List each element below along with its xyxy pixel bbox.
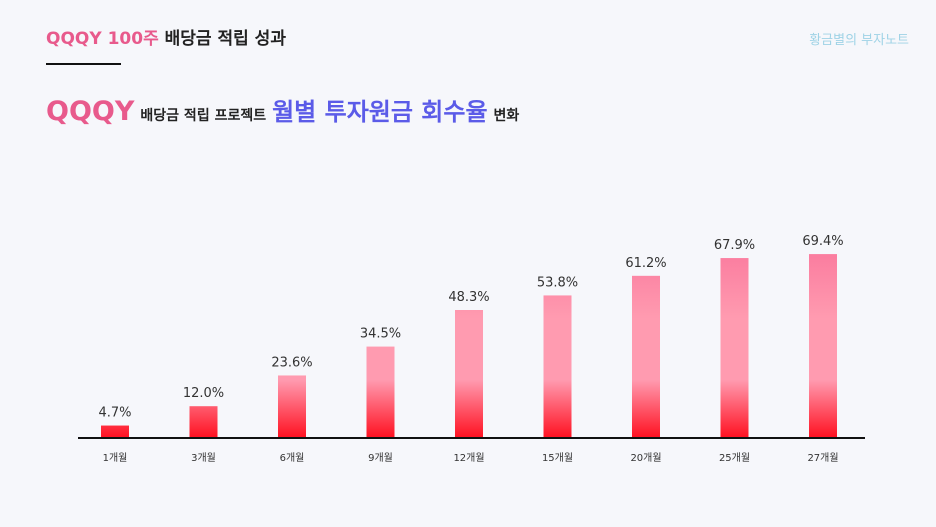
value-label-8: 67.9% [714,238,755,253]
brand-label: 황금별의 부자노트 [809,33,909,48]
category-label-4: 9개월 [368,452,393,464]
value-label-3: 23.6% [271,355,312,370]
subtitle-highlight: 월별 투자원금 회수율 [272,98,488,126]
subtitle-project: 배당금 적립 프로젝트 [140,108,267,124]
bars-group: 4.7% 1개월 12.0% 3개월 23.6% 6개월 34.5% 9개월 48.3% 12개월… [98,234,843,464]
bar-7 [632,275,660,438]
bar-2 [189,406,218,438]
category-label-6: 15개월 [542,452,573,464]
category-label-1: 1개월 [103,452,128,464]
subtitle-ticker: QQQY [46,96,135,127]
category-label-7: 20개월 [630,452,661,464]
value-label-5: 48.3% [448,290,489,305]
title-divider [46,63,121,65]
category-label-3: 6개월 [280,452,305,464]
value-label-2: 12.0% [183,386,224,401]
bar-4 [366,346,395,438]
header-title: QQQY 100주 배당금 적립 성과 [46,24,286,49]
bar-6 [543,295,572,438]
header-title-rest: 배당금 적립 성과 [158,29,286,49]
bar-8 [720,258,749,438]
bar-3 [278,375,306,438]
category-label-8: 25개월 [719,452,750,464]
bar-1 [101,425,129,438]
value-label-6: 53.8% [537,275,578,290]
bar-9 [809,254,837,438]
value-label-4: 34.5% [360,327,401,342]
category-label-5: 12개월 [453,452,484,464]
value-label-9: 69.4% [802,234,843,249]
category-label-2: 3개월 [191,452,216,464]
subtitle-suffix: 변화 [493,108,520,124]
category-label-9: 27개월 [807,452,838,464]
header-title-accent: QQQY 100주 [46,29,159,49]
value-label-7: 61.2% [625,256,666,271]
bar-5 [455,310,483,438]
chart-subtitle: QQQY 배당금 적립 프로젝트 월별 투자원금 회수율 변화 [46,92,519,127]
value-label-1: 4.7% [98,406,131,421]
